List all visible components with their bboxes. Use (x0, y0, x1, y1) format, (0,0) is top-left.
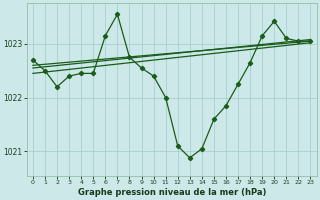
X-axis label: Graphe pression niveau de la mer (hPa): Graphe pression niveau de la mer (hPa) (77, 188, 266, 197)
